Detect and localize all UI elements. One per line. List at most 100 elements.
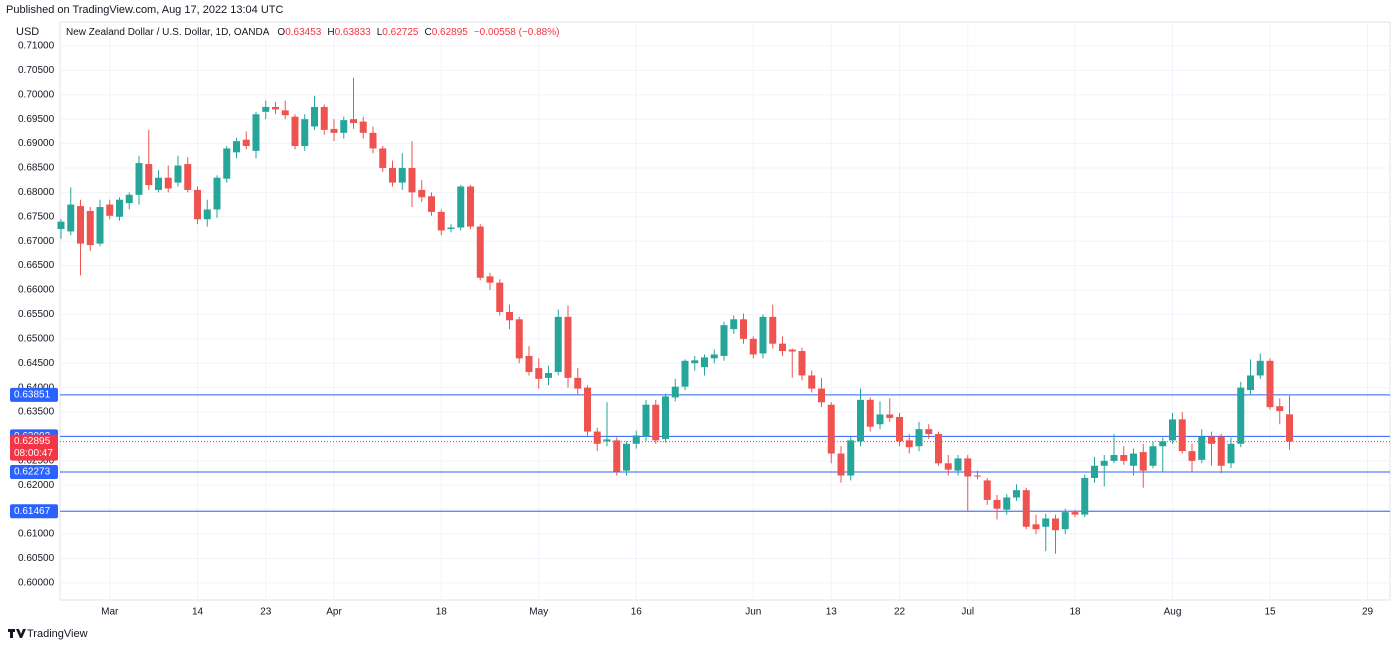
last-price-box <box>10 434 58 461</box>
candle-body <box>876 414 884 425</box>
candle-body <box>1217 436 1225 466</box>
candle-body <box>1052 518 1059 531</box>
published-note: Published on TradingView.com, Aug 17, 20… <box>6 4 283 16</box>
candle-body <box>86 210 94 246</box>
candle-body <box>447 227 455 229</box>
candle-body <box>301 119 309 146</box>
candle-body <box>311 106 318 127</box>
candle-body <box>866 399 874 427</box>
candle-body <box>944 463 952 470</box>
x-tick-label: Jun <box>745 607 761 618</box>
candle-body <box>554 316 562 373</box>
candle-body <box>769 316 777 344</box>
candle-body <box>1237 387 1245 444</box>
candle-body <box>106 204 114 216</box>
candle-body <box>398 167 406 183</box>
candle-body <box>359 121 367 133</box>
y-tick-label: 0.69500 <box>18 114 55 125</box>
candle-body <box>1042 518 1050 527</box>
candle-body <box>496 282 504 312</box>
candle-body <box>935 434 942 464</box>
candle-body <box>896 416 903 442</box>
logo-icon <box>8 629 26 638</box>
candle-body <box>974 475 981 477</box>
x-tick-label: Mar <box>101 607 119 618</box>
candle-body <box>1159 441 1167 447</box>
candle-body <box>1169 419 1176 441</box>
candle-body <box>1061 512 1069 530</box>
candle-body <box>779 343 786 352</box>
price-label-box <box>10 504 58 519</box>
y-tick-label: 0.66000 <box>18 285 55 296</box>
candle-body <box>1100 460 1108 466</box>
candle-body <box>720 325 728 356</box>
legend-value: 0.63833 <box>335 27 372 38</box>
candle-body <box>1247 375 1254 391</box>
candle-body <box>632 435 640 444</box>
candle-body <box>340 120 348 133</box>
candle-body <box>437 211 445 231</box>
countdown-label: 08:00:47 <box>14 448 53 459</box>
candle-body <box>837 453 845 476</box>
legend-change: −0.00558 (−0.88%) <box>474 27 560 38</box>
candle-body <box>662 396 669 439</box>
x-tick-label: May <box>529 607 548 618</box>
candle-body <box>818 388 825 403</box>
grid <box>60 22 1390 600</box>
candle-body <box>155 177 162 190</box>
y-tick-label: 0.65000 <box>18 333 55 344</box>
candle-body <box>57 221 65 229</box>
candle-body <box>428 196 435 212</box>
plot-frame <box>59 21 1391 601</box>
candles <box>57 77 1293 554</box>
price-label: 0.62273 <box>14 467 51 478</box>
candle-body <box>262 106 270 112</box>
x-tick-label: 16 <box>631 607 643 618</box>
candle-body <box>1256 360 1264 376</box>
candle-body <box>525 355 533 373</box>
candle-body <box>1276 406 1284 412</box>
candle-body <box>593 431 601 444</box>
candle-body <box>564 316 572 378</box>
candle-body <box>613 440 621 472</box>
candle-body <box>320 106 328 130</box>
candle-body <box>1081 477 1089 515</box>
candle-body <box>671 386 679 398</box>
candle-body <box>174 165 182 183</box>
candle-body <box>603 439 611 442</box>
candle-body <box>369 132 377 149</box>
candle-body <box>242 139 250 146</box>
candle-body <box>905 440 913 448</box>
footer-logo: TradingView <box>8 628 88 640</box>
y-tick-label: 0.60500 <box>18 553 55 564</box>
candle-body <box>476 226 484 278</box>
candle-body <box>1120 455 1128 461</box>
candle-body <box>1188 451 1196 461</box>
candle-body <box>545 372 552 378</box>
candle-body <box>847 440 855 476</box>
currency: USD <box>16 26 39 38</box>
last-price-label: 0.62895 <box>14 436 51 447</box>
candle-body <box>701 357 708 368</box>
candle-body <box>272 106 279 110</box>
candle-body <box>1286 414 1293 442</box>
candle-body <box>506 311 513 321</box>
x-tick-label: 18 <box>1069 607 1081 618</box>
legend-key: C <box>424 27 431 38</box>
candle-body <box>954 458 962 471</box>
candle-body <box>252 114 260 151</box>
candle-body <box>1149 446 1157 466</box>
candle-body <box>408 167 416 193</box>
candle-body <box>203 209 211 220</box>
candle-body <box>1208 436 1215 444</box>
legend-value: 0.62895 <box>432 27 469 38</box>
candle-body <box>486 276 494 283</box>
candle-body <box>993 499 1001 509</box>
candle-body <box>808 375 816 389</box>
legend-key: H <box>327 27 334 38</box>
candle-body <box>964 458 972 477</box>
candle-body <box>96 207 104 244</box>
candle-body <box>145 164 153 186</box>
candle-body <box>535 368 543 379</box>
